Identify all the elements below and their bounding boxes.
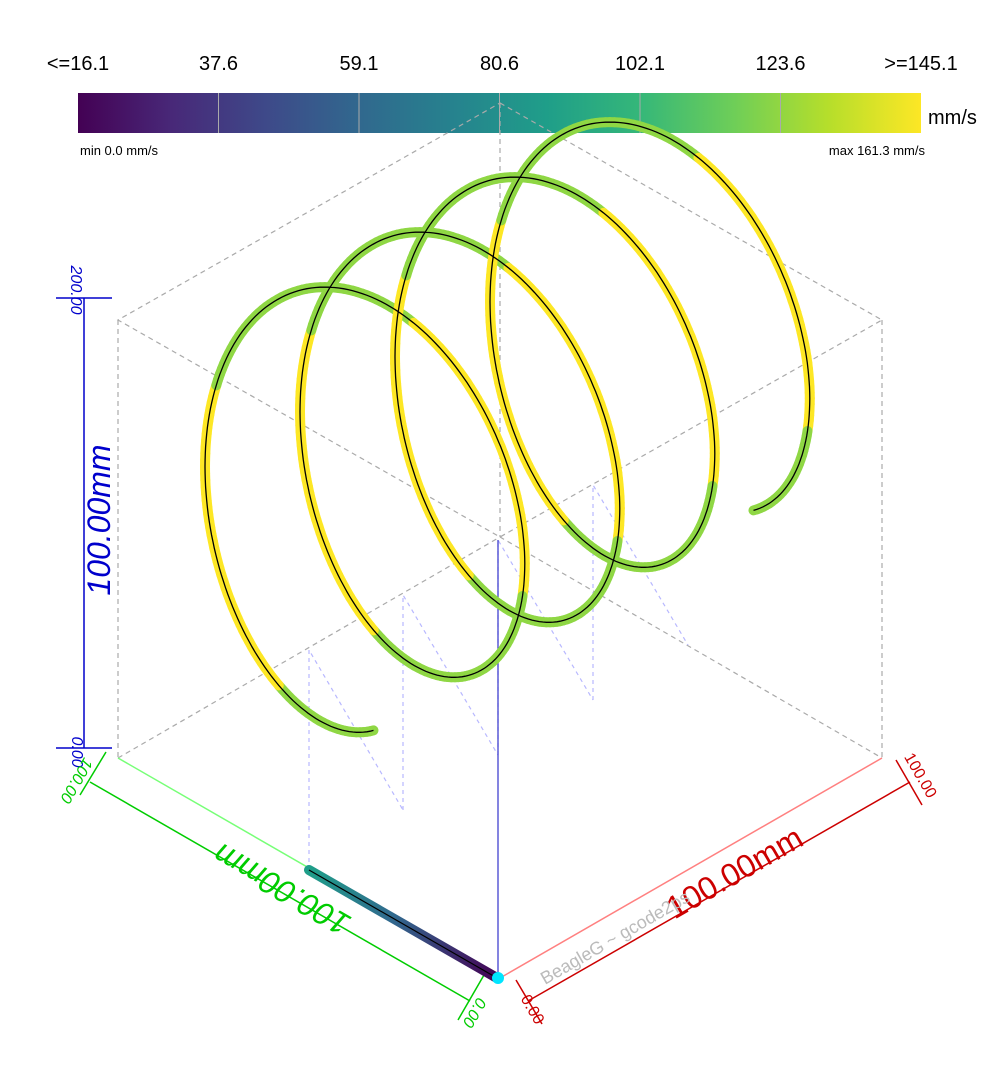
watermark: BeagleG ~ gcode2ps [537, 887, 693, 989]
x-axis-start-label: 0.00 [517, 992, 547, 1028]
color-bar-tick-label: >=145.1 [884, 53, 957, 75]
helix-toolpath [200, 117, 815, 738]
color-bar-tick-label: 80.6 [480, 53, 519, 75]
z-axis-start-label: 0.00 [68, 736, 85, 767]
bbox-bottom-back [117, 536, 883, 759]
z-axis-length-label: 100.00mm [81, 444, 117, 595]
color-bar-tick-label: 59.1 [340, 53, 379, 75]
color-bar-unit: mm/s [928, 107, 977, 129]
y-axis-line [89, 781, 471, 1002]
helix-centerline [204, 121, 811, 733]
z-axis-end-label: 200.00 [67, 265, 84, 315]
color-bar-tick-label: <=16.1 [47, 53, 109, 75]
color-bar-tick-label: 123.6 [755, 53, 805, 75]
ramp-in-segment [304, 865, 502, 983]
x-axis-line [527, 781, 911, 1002]
y-axis: 100.00mm 0.00 100.00 [56, 751, 501, 1030]
color-bar: <=16.1 37.6 59.1 80.6 102.1 123.6 >=145.1 mm/s… [47, 53, 977, 158]
color-bar-ticks: <=16.1 37.6 59.1 80.6 102.1 123.6 >=145.1 [47, 53, 958, 133]
color-bar-tick-label: 37.6 [199, 53, 238, 75]
x-axis-end-label: 100.00 [900, 750, 939, 801]
projection-lines [308, 482, 689, 870]
bbox-top-face [116, 102, 884, 538]
color-bar-min-label: min 0.0 mm/s [80, 143, 159, 158]
start-point-marker [492, 972, 504, 984]
color-bar-max-label: max 161.3 mm/s [829, 143, 926, 158]
x-axis-light-line [499, 757, 883, 979]
z-axis: 100.00mm 200.00 0.00 [56, 265, 117, 768]
color-bar-tick-label: 102.1 [615, 53, 665, 75]
x-axis: 100.00mm 0.00 100.00 [499, 750, 940, 1028]
